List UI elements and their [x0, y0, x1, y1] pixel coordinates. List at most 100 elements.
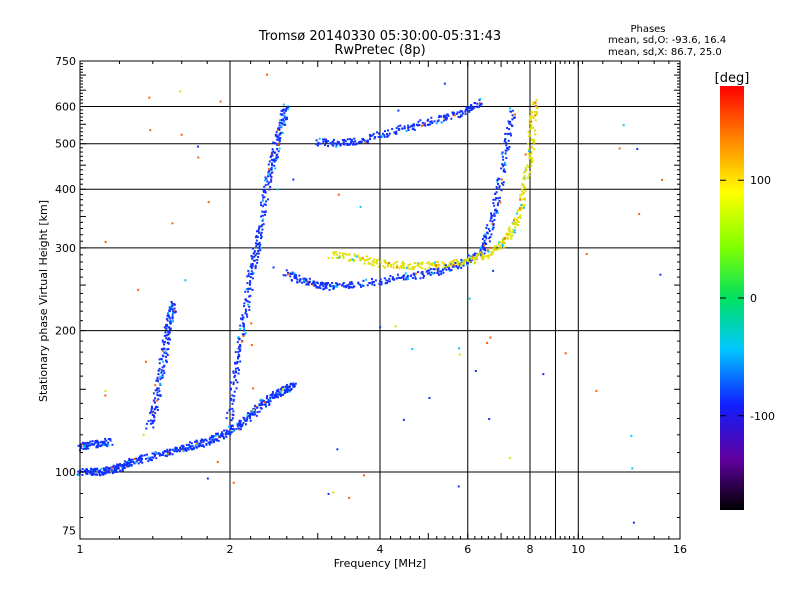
data-point: [267, 170, 270, 173]
data-point: [221, 433, 224, 436]
data-point: [500, 178, 503, 181]
data-point: [171, 315, 174, 318]
data-point: [254, 264, 257, 267]
noise-point: [362, 474, 365, 477]
data-point: [88, 444, 91, 447]
data-point: [350, 138, 353, 141]
data-point: [252, 408, 255, 411]
data-point: [271, 148, 274, 151]
data-point: [241, 333, 244, 336]
data-point: [237, 372, 240, 375]
data-point: [319, 142, 322, 145]
data-point: [324, 141, 327, 144]
data-point: [486, 224, 489, 227]
noise-point: [630, 434, 633, 437]
data-point: [506, 147, 509, 150]
data-point: [236, 425, 239, 428]
noise-point: [196, 145, 199, 148]
data-point: [282, 103, 285, 106]
data-point: [524, 178, 527, 181]
data-point: [144, 457, 147, 460]
data-point: [108, 469, 111, 472]
data-point: [96, 441, 99, 444]
data-point: [265, 395, 268, 398]
data-point: [186, 447, 189, 450]
data-point: [259, 233, 262, 236]
data-point: [265, 401, 268, 404]
noise-point: [411, 348, 414, 351]
data-point: [152, 399, 155, 402]
data-point: [505, 232, 508, 235]
data-point: [238, 419, 241, 422]
data-point: [422, 273, 425, 276]
data-point: [518, 215, 521, 218]
data-point: [255, 230, 258, 233]
data-point: [111, 472, 114, 475]
data-point: [182, 447, 185, 450]
data-point: [228, 432, 231, 435]
data-point: [133, 458, 136, 461]
data-point: [200, 444, 203, 447]
data-point: [203, 439, 206, 442]
data-point: [181, 444, 184, 447]
data-point: [348, 143, 351, 146]
data-point: [278, 147, 281, 150]
data-point: [519, 194, 522, 197]
data-point: [457, 261, 460, 264]
data-point: [161, 374, 164, 377]
data-point: [509, 110, 512, 113]
data-point: [116, 463, 119, 466]
data-point: [395, 132, 398, 135]
data-point: [269, 156, 272, 159]
data-point: [494, 198, 497, 201]
data-point: [379, 278, 382, 281]
data-point: [130, 465, 133, 468]
data-point: [530, 110, 533, 113]
data-point: [116, 465, 119, 468]
data-point: [536, 111, 539, 114]
data-point: [388, 261, 391, 264]
data-point: [254, 242, 257, 245]
data-point: [161, 354, 164, 357]
data-point: [357, 282, 360, 285]
data-point: [519, 216, 522, 219]
data-point: [94, 439, 97, 442]
data-point: [440, 273, 443, 276]
data-point: [258, 231, 261, 234]
data-point: [442, 268, 445, 271]
data-point: [166, 348, 169, 351]
data-point: [278, 393, 281, 396]
data-point: [483, 252, 486, 255]
data-point: [464, 113, 467, 116]
data-point: [307, 282, 310, 285]
data-point: [373, 284, 376, 287]
data-point: [260, 235, 263, 238]
noise-point: [266, 73, 269, 76]
data-point: [139, 456, 142, 459]
data-point: [448, 269, 451, 272]
data-point: [92, 468, 95, 471]
data-point: [349, 283, 352, 286]
data-point: [402, 278, 405, 281]
data-point: [517, 223, 520, 226]
data-point: [498, 199, 501, 202]
data-point: [528, 174, 531, 177]
data-point: [100, 440, 103, 443]
noise-point: [104, 389, 107, 392]
data-point: [153, 419, 156, 422]
data-point: [318, 137, 321, 140]
data-point: [370, 263, 373, 266]
data-point: [99, 445, 102, 448]
data-point: [260, 231, 263, 234]
data-point: [529, 117, 532, 120]
data-point: [363, 262, 366, 265]
data-point: [270, 178, 273, 181]
data-point: [451, 265, 454, 268]
data-point: [508, 110, 511, 113]
data-point: [267, 172, 270, 175]
data-point: [347, 283, 350, 286]
data-point: [233, 376, 236, 379]
data-point: [521, 192, 524, 195]
data-point: [278, 139, 281, 142]
data-point: [509, 120, 512, 123]
